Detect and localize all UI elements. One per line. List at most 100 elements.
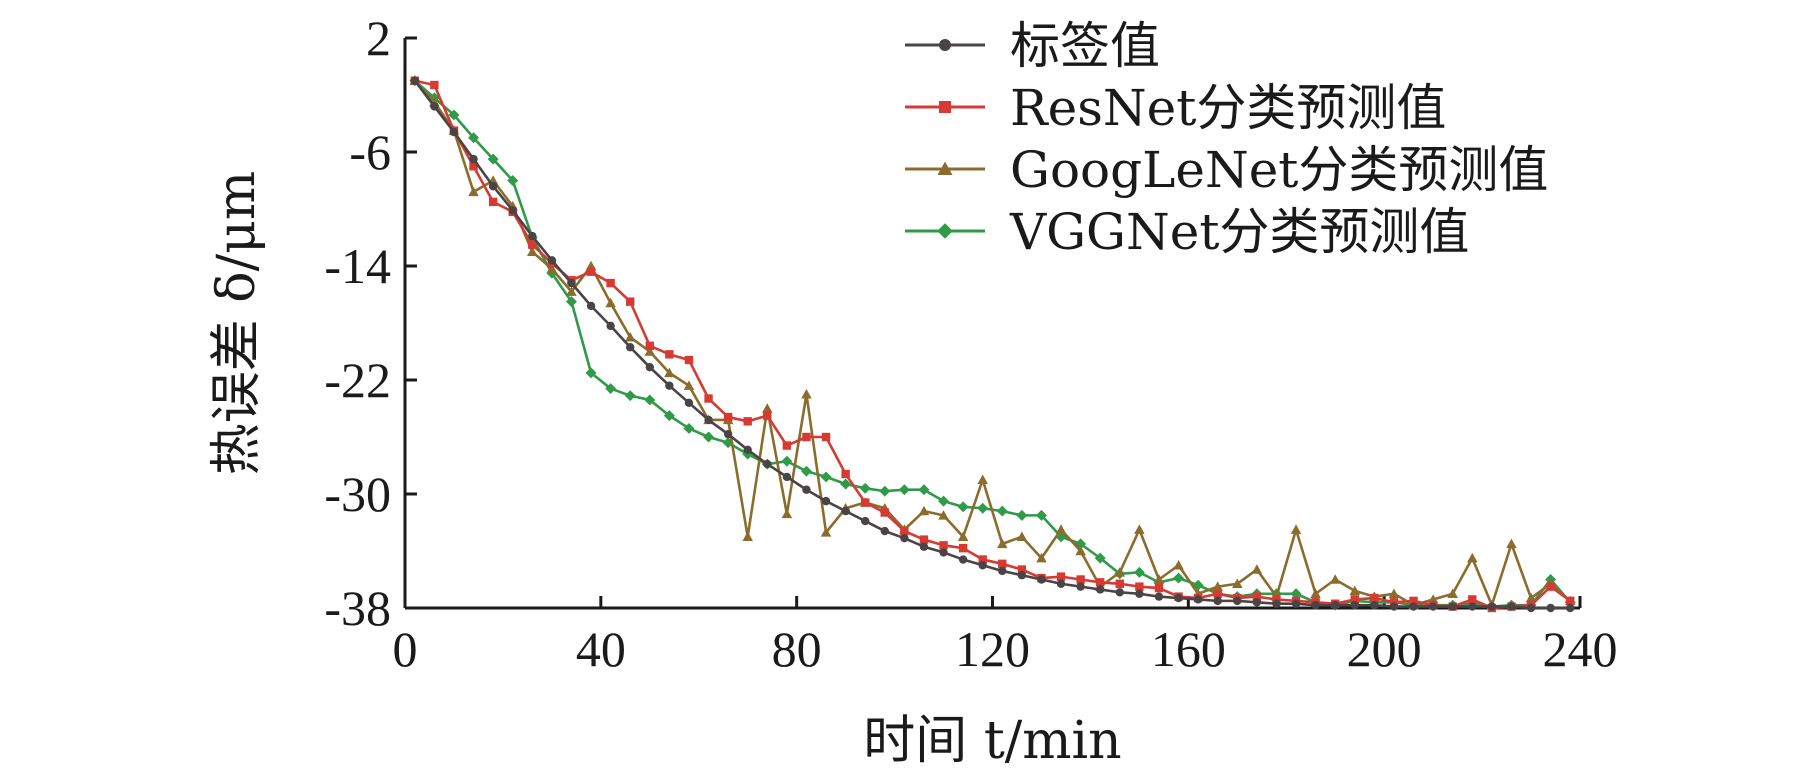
data-point [624,390,636,402]
data-point [1036,552,1047,563]
data-point [1350,595,1359,604]
legend-label: VGGNet分类预测值 [1009,203,1469,261]
data-point [840,478,852,490]
data-point [1566,596,1575,606]
data-point [1310,588,1321,598]
data-point [684,398,694,407]
data-point [1448,602,1457,611]
data-point [782,441,792,450]
series-0 [410,76,1575,613]
data-point [1096,578,1105,587]
data-point [1252,598,1262,607]
data-point [743,445,752,455]
data-point [938,510,949,520]
data-point [1017,565,1027,574]
data-point [1546,603,1555,613]
data-point [743,417,752,426]
data-point [1447,588,1458,598]
data-point [1272,595,1281,604]
data-point [1133,566,1145,578]
data-point [1507,602,1516,611]
data-point [430,80,439,90]
data-point [939,548,948,557]
data-point [468,132,480,144]
data-point [958,543,968,553]
data-point [1389,598,1399,607]
data-point [802,432,811,442]
data-point [1468,595,1477,604]
data-point [1173,560,1184,570]
data-point [1193,595,1203,604]
data-point [1409,602,1418,611]
data-point [1094,552,1106,564]
data-point [665,381,674,390]
y-tick-label: -38 [324,580,391,636]
data-point [468,186,479,197]
data-point [488,197,498,207]
data-point [997,538,1008,549]
data-point [1290,524,1302,534]
data-point [1526,603,1536,613]
legend-marker [937,161,953,175]
data-point [998,566,1007,576]
data-point [528,231,537,241]
data-point [957,531,969,541]
data-point [900,526,909,536]
data-point [880,508,889,517]
data-point [469,162,478,171]
data-point [1252,592,1262,601]
data-point [704,394,713,403]
data-point [781,508,793,519]
data-point [585,367,597,379]
data-point [703,431,715,443]
y-ticks: 2 -6 -14 -22 -30 -38 [324,10,417,636]
y-tick-label: -30 [324,466,391,522]
data-point [1037,575,1046,584]
data-point [665,350,674,359]
x-ticks: 0 40 80 120 160 200 240 [393,596,1618,677]
data-point [1213,596,1222,606]
data-point [859,482,871,494]
data-point [977,502,989,514]
data-point [900,533,909,543]
data-point [683,422,695,434]
y-tick-label: -14 [324,238,391,294]
data-point [644,346,656,356]
data-point [645,341,654,350]
series-layer [409,75,1576,613]
data-point [566,286,577,296]
x-tick-label: 200 [1347,621,1422,677]
data-point [565,296,577,308]
data-point [683,380,695,390]
data-point [1233,596,1242,606]
data-point [821,496,831,506]
data-point [880,526,889,536]
data-point [1154,592,1164,601]
data-point [998,559,1007,569]
data-point [919,535,929,544]
data-point [663,410,675,422]
data-point [1115,579,1124,588]
data-point [977,474,988,484]
legend-item: VGGNet分类预测值 [905,203,1469,261]
data-point [1154,583,1164,593]
data-point [841,469,850,479]
data-point [1566,603,1575,613]
data-point [996,505,1008,517]
data-point [1350,600,1359,610]
data-point [802,485,811,494]
data-point [1428,602,1438,611]
data-point [547,256,557,265]
data-point [1076,575,1085,584]
data-point [567,278,576,288]
data-point [879,485,891,497]
data-point [1468,602,1477,611]
data-point [801,389,812,399]
data-point [1251,564,1263,574]
data-point [469,154,478,164]
legend-label: ResNet分类预测值 [1010,79,1446,137]
data-point [1409,596,1418,606]
data-point [1349,585,1361,596]
x-tick-label: 160 [1151,621,1226,677]
